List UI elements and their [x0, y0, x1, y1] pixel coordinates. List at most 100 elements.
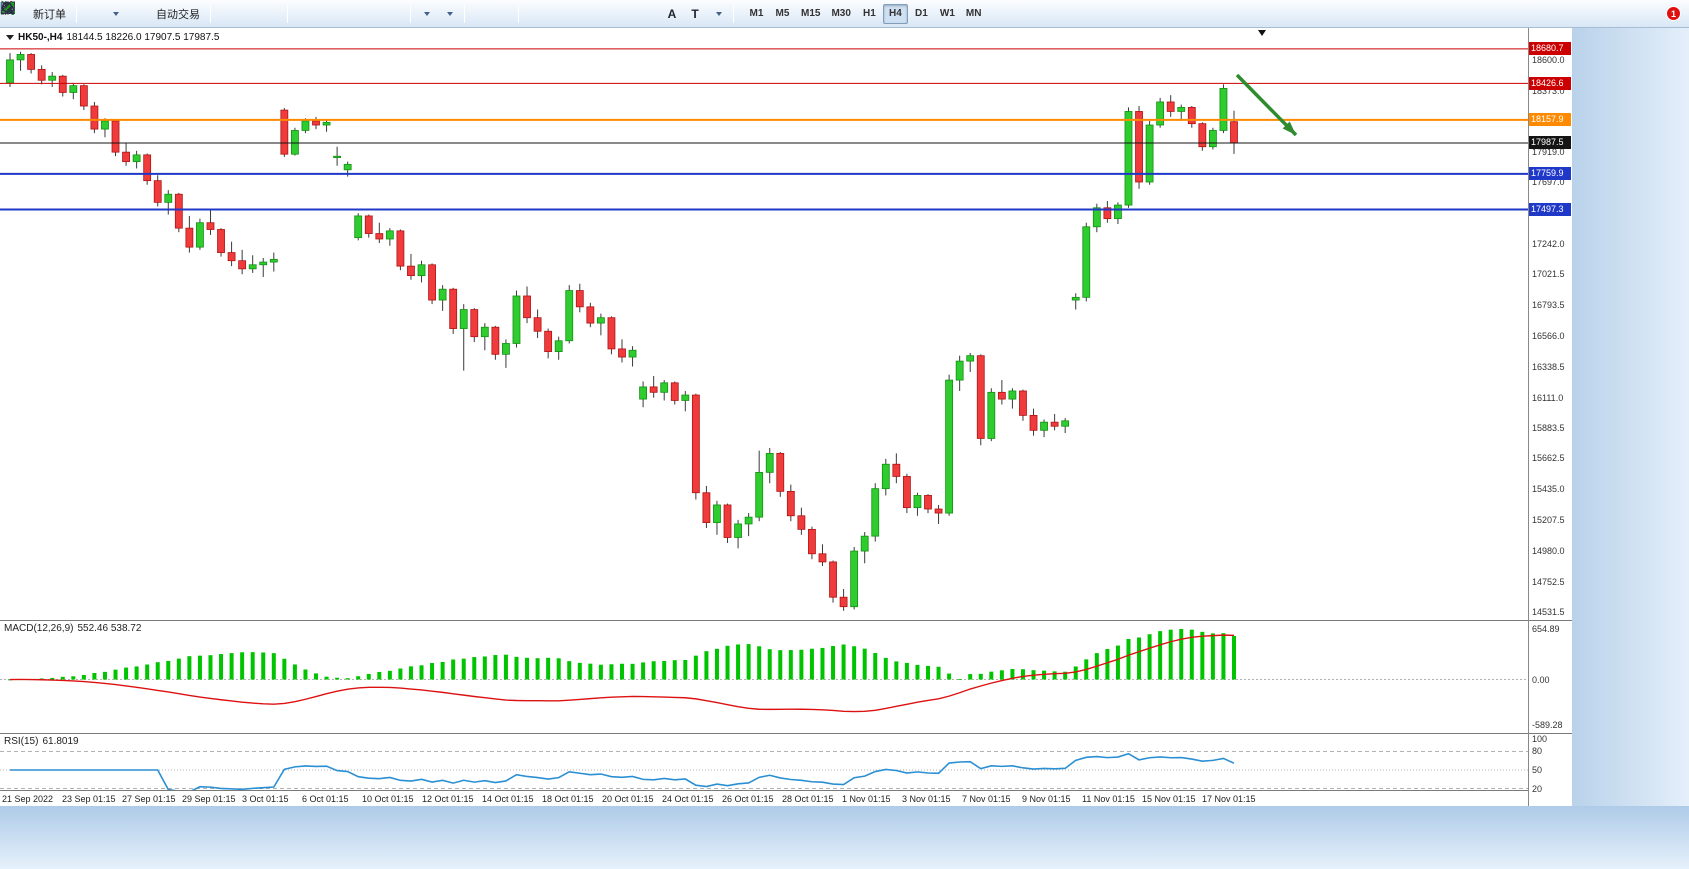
- timeframe-m15[interactable]: M15: [801, 8, 821, 19]
- channel-button[interactable]: [1, 1, 614, 25]
- price-chart-panel[interactable]: HK50-,H4 18144.5 18226.0 17907.5 17987.5: [0, 28, 1528, 620]
- macd-axis-label: -589.28: [1532, 720, 1563, 730]
- time-axis-label: 27 Sep 01:15: [122, 794, 176, 804]
- time-axis-label: 24 Oct 01:15: [662, 794, 714, 804]
- time-axis-label: 18 Oct 01:15: [542, 794, 594, 804]
- macd-axis-label: 654.89: [1532, 624, 1560, 634]
- text-tool-button[interactable]: A: [661, 3, 683, 25]
- refresh-button[interactable]: [2, 2, 149, 25]
- macd-panel[interactable]: MACD(12,26,9) 552.46 538.72: [0, 620, 1528, 733]
- timeframe-m30[interactable]: M30: [831, 8, 851, 19]
- trend-arrow-head: [1282, 121, 1296, 135]
- label-tool-button[interactable]: T: [684, 3, 706, 25]
- price-axis-column: 18600.018373.018146.017919.017697.017470…: [1528, 28, 1572, 806]
- chart-shift-button[interactable]: [2, 2, 406, 25]
- trend-arrow: [1235, 73, 1298, 137]
- toolbar-separator: [210, 4, 211, 23]
- fibonacci-button[interactable]: [2, 2, 637, 25]
- price-axis-label: 15883.5: [1532, 423, 1565, 434]
- rsi-chart[interactable]: [0, 734, 1528, 790]
- symbol-name: HK50-,H4: [18, 32, 63, 43]
- price-axis-label: 17242.0: [1532, 239, 1565, 250]
- candlestick-chart[interactable]: [0, 28, 1528, 620]
- toolbar-separator: [733, 4, 734, 23]
- price-axis-label: 15662.5: [1532, 453, 1565, 464]
- toolbar-separator: [287, 4, 288, 23]
- trendline-button[interactable]: [1, 1, 591, 25]
- indicators-button[interactable]: [0, 2, 437, 25]
- notification-badge[interactable]: 1: [1666, 6, 1681, 21]
- text-tool-icon: A: [667, 6, 677, 21]
- rsi-axis: 100 80 50 20: [1529, 733, 1572, 794]
- symbol-ohlc-label: HK50-,H4 18144.5 18226.0 17907.5 17987.5: [6, 32, 219, 43]
- charts-button[interactable]: [1, 2, 103, 25]
- price-axis[interactable]: 18600.018373.018146.017919.017697.017470…: [1529, 28, 1572, 620]
- line-chart-type-button[interactable]: [0, 2, 283, 25]
- timeframe-m1[interactable]: M1: [749, 8, 764, 19]
- zoom-in-button[interactable]: [1, 1, 314, 25]
- price-axis-label: 14980.0: [1532, 546, 1565, 557]
- time-axis-label: 7 Nov 01:15: [962, 794, 1011, 804]
- price-axis-label: 17697.0: [1532, 177, 1565, 188]
- tile-windows-button[interactable]: [1, 2, 360, 25]
- price-axis-label: 18600.0: [1532, 54, 1565, 65]
- price-line-tag: 17987.5: [1529, 136, 1571, 150]
- time-axis-label: 11 Nov 01:15: [1082, 794, 1135, 804]
- period-button[interactable]: [2, 2, 460, 25]
- cursor-button[interactable]: [5, 1, 491, 25]
- price-axis-label: 16566.0: [1532, 330, 1565, 341]
- shapes-button[interactable]: [1, 3, 660, 25]
- price-axis-label: 17919.0: [1532, 147, 1565, 158]
- timeframe-h1[interactable]: H1: [863, 8, 876, 19]
- rsi-axis-label: 20: [1532, 783, 1543, 794]
- time-axis-label: 21 Sep 2022: [2, 794, 54, 804]
- rsi-panel[interactable]: RSI(15) 61.8019: [0, 733, 1528, 790]
- time-axis[interactable]: 21 Sep 2022 23 Sep 01:15 27 Sep 01:15 29 Se…: [0, 790, 1528, 806]
- price-axis-label: 16793.5: [1532, 300, 1565, 310]
- time-axis-label: 26 Oct 01:15: [722, 794, 774, 804]
- candlestick-type-button[interactable]: [2, 1, 260, 25]
- time-axis-label: 9 Nov 01:15: [1022, 794, 1071, 804]
- bar-chart-type-button[interactable]: [1, 2, 237, 25]
- price-axis-label: 14752.5: [1532, 576, 1565, 587]
- main-content: HK50-,H4 18144.5 18226.0 17907.5 17987.5…: [0, 28, 1689, 806]
- autotrading-button[interactable]: 自动交易: [1, 0, 206, 25]
- price-line-tag: 18680.7: [1529, 42, 1571, 56]
- timeframe-w1[interactable]: W1: [939, 8, 955, 19]
- auto-scroll-button[interactable]: [2, 3, 383, 25]
- timeframe-mn[interactable]: MN: [965, 8, 982, 19]
- time-axis-label: 3 Oct 01:15: [242, 794, 289, 804]
- price-line-tag: 18426.6: [1529, 76, 1571, 90]
- time-axis-label: 23 Sep 01:15: [62, 794, 116, 804]
- time-axis-label: 6 Oct 01:15: [302, 794, 349, 804]
- time-axis-label: 14 Oct 01:15: [482, 794, 534, 804]
- price-axis-label: 14531.5: [1532, 606, 1565, 617]
- window-background: [1572, 28, 1689, 806]
- time-axis-label: 1 Nov 01:15: [842, 794, 891, 804]
- price-axis-label: 18373.0: [1532, 85, 1565, 96]
- horizontal-line-button[interactable]: [1, 3, 568, 25]
- timeframe-m5[interactable]: M5: [775, 8, 790, 19]
- price-line-tag: 18157.9: [1529, 113, 1571, 127]
- toolbar-separator: [410, 4, 411, 23]
- timeframe-d1[interactable]: D1: [915, 8, 928, 19]
- macd-axis-label: 0.00: [1532, 674, 1550, 685]
- vertical-line-button[interactable]: [7, 1, 545, 25]
- symbol-dropdown-icon[interactable]: [6, 35, 14, 40]
- toolbar-separator: [464, 4, 465, 23]
- time-axis-label: 15 Nov 01:15: [1142, 794, 1196, 804]
- macd-label: MACD(12,26,9) 552.46 538.72: [4, 623, 142, 634]
- search-button[interactable]: [1, 1, 1660, 25]
- label-tool-icon: T: [691, 6, 699, 21]
- new-order-button[interactable]: 新订单: [1, 1, 72, 25]
- chart-column: HK50-,H4 18144.5 18226.0 17907.5 17987.5…: [0, 28, 1528, 806]
- zoom-out-button[interactable]: [1, 1, 337, 25]
- rsi-label: RSI(15) 61.8019: [4, 736, 79, 747]
- crosshair-button[interactable]: [1, 1, 514, 25]
- toolbar: 新订单 自动交易: [0, 0, 1689, 28]
- profiles-button[interactable]: [1, 3, 126, 25]
- macd-chart[interactable]: [0, 621, 1528, 733]
- time-axis-label: 20 Oct 01:15: [602, 794, 654, 804]
- timeframe-h4[interactable]: H4: [882, 3, 908, 24]
- arrows-tool-button[interactable]: [1, 2, 729, 25]
